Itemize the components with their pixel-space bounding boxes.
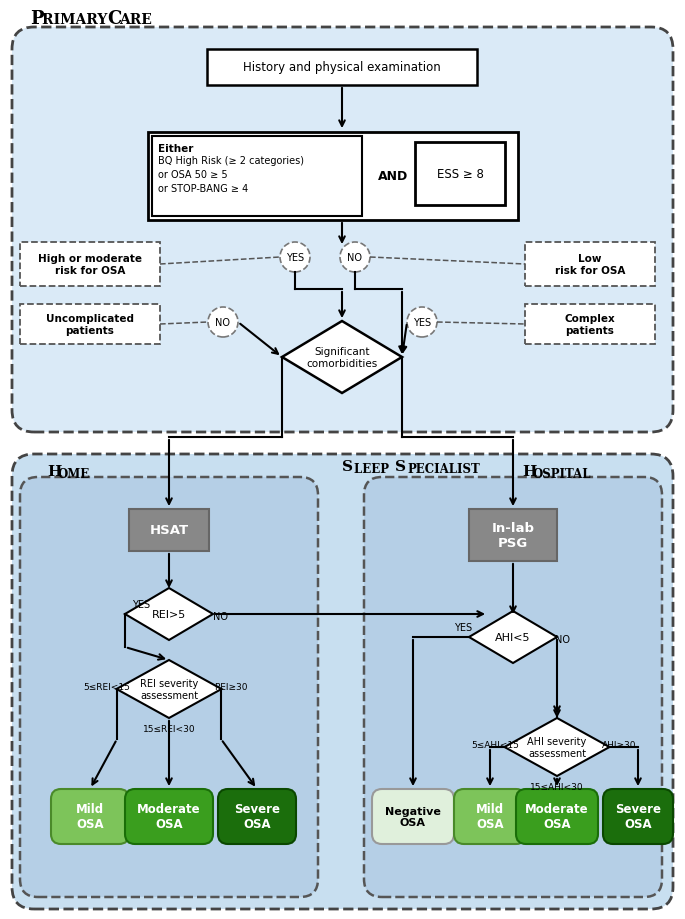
FancyBboxPatch shape [125,789,213,844]
Text: ESS ≥ 8: ESS ≥ 8 [436,168,484,181]
Text: Mild
OSA: Mild OSA [476,802,504,831]
Text: Severe
OSA: Severe OSA [234,802,280,831]
Text: High or moderate
risk for OSA: High or moderate risk for OSA [38,254,142,276]
Text: or OSA 50 ≥ 5: or OSA 50 ≥ 5 [158,170,227,180]
Polygon shape [125,588,213,641]
Bar [415,142,505,206]
Text: AND: AND [378,170,408,183]
Text: Significant
comorbidities: Significant comorbidities [306,346,377,369]
Text: REI severity
assessment: REI severity assessment [140,678,198,700]
Circle shape [340,243,370,273]
Text: Moderate
OSA: Moderate OSA [137,802,201,831]
Bar [20,305,160,345]
Circle shape [280,243,310,273]
FancyBboxPatch shape [372,789,454,844]
Bar [525,305,655,345]
Text: S: S [395,460,406,473]
Text: In-lab
PSG: In-lab PSG [492,521,534,550]
Text: ARE: ARE [119,13,152,27]
Bar [129,509,209,551]
Polygon shape [282,322,402,393]
Bar [20,243,160,287]
Text: AHI severity
assessment: AHI severity assessment [527,736,586,758]
Text: HSAT: HSAT [149,524,188,537]
Polygon shape [116,660,221,719]
Text: LEEP: LEEP [354,462,393,475]
Text: 5≤REI<15: 5≤REI<15 [84,683,130,692]
Text: BQ High Risk (≥ 2 categories): BQ High Risk (≥ 2 categories) [158,156,304,165]
Bar [152,137,362,217]
Text: Low
risk for OSA: Low risk for OSA [555,254,625,276]
FancyBboxPatch shape [51,789,129,844]
FancyBboxPatch shape [364,478,662,897]
Text: NO: NO [556,634,571,644]
Text: Either: Either [158,144,193,153]
Circle shape [407,308,437,337]
Text: REI>5: REI>5 [152,609,186,619]
Text: P: P [30,10,44,28]
Text: NO: NO [347,253,362,263]
FancyBboxPatch shape [516,789,598,844]
Bar [469,509,557,562]
Text: C: C [107,10,121,28]
Text: REI≥30: REI≥30 [214,683,248,692]
Text: Moderate
OSA: Moderate OSA [525,802,589,831]
Text: YES: YES [132,599,150,609]
FancyBboxPatch shape [20,478,318,897]
FancyBboxPatch shape [603,789,673,844]
Text: 15≤AHI<30: 15≤AHI<30 [530,783,584,791]
Text: OME: OME [58,468,90,481]
Text: YES: YES [286,253,304,263]
Text: or STOP-BANG ≥ 4: or STOP-BANG ≥ 4 [158,184,248,194]
Text: YES: YES [454,622,472,632]
Text: 15≤REI<30: 15≤REI<30 [142,725,195,733]
Text: Complex
patients: Complex patients [564,314,615,335]
Text: Uncomplicated
patients: Uncomplicated patients [46,314,134,335]
Text: OSPITAL: OSPITAL [533,468,592,481]
Polygon shape [504,719,610,777]
Text: PECIALIST: PECIALIST [407,462,480,475]
FancyBboxPatch shape [454,789,526,844]
Text: 5≤AHI<15: 5≤AHI<15 [471,741,519,750]
Text: Negative
OSA: Negative OSA [385,806,441,827]
Text: Mild
OSA: Mild OSA [76,802,104,831]
Text: YES: YES [413,318,431,328]
Text: NO: NO [214,611,229,621]
Bar [207,50,477,85]
Circle shape [208,308,238,337]
Bar [525,243,655,287]
Bar [148,133,518,221]
FancyBboxPatch shape [218,789,296,844]
Text: History and physical examination: History and physical examination [243,62,441,74]
Text: H: H [522,464,536,479]
Text: AHI<5: AHI<5 [495,632,531,642]
Polygon shape [469,611,557,664]
FancyBboxPatch shape [12,28,673,433]
Text: RIMARY: RIMARY [42,13,112,27]
Text: Severe
OSA: Severe OSA [615,802,661,831]
Text: AHI≥30: AHI≥30 [601,741,636,750]
Text: S: S [342,460,353,473]
Text: H: H [47,464,62,479]
FancyBboxPatch shape [12,455,673,909]
Text: NO: NO [216,318,230,328]
